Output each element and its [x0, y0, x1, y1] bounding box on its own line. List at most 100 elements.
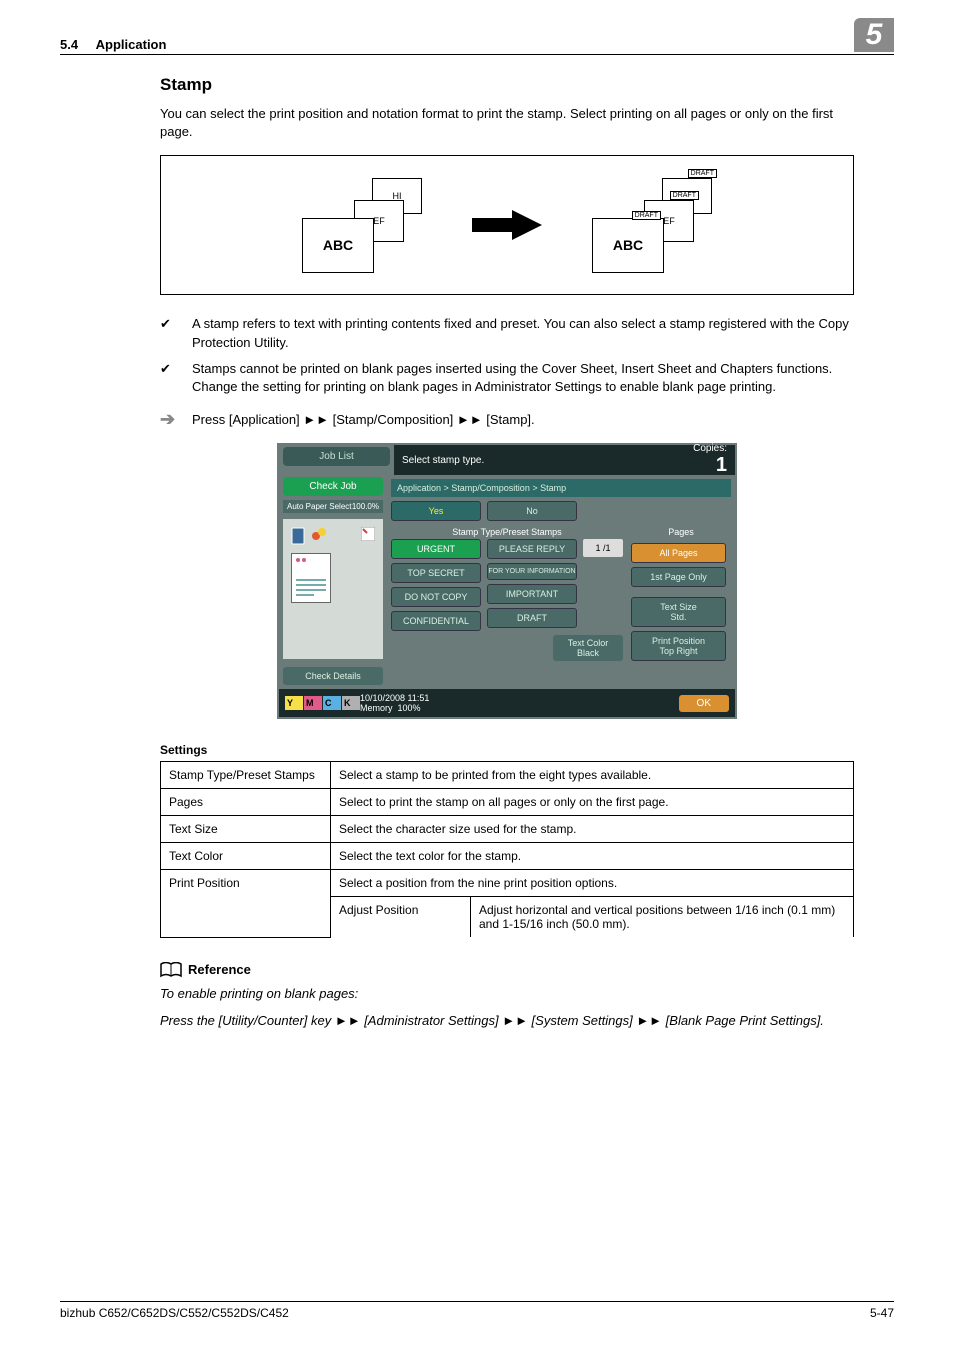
- page-indicator: 1 /1: [583, 539, 623, 557]
- reference-line1: To enable printing on blank pages:: [160, 984, 854, 1004]
- ui-screenshot: Job List Select stamp type. Copies: 1 Ch…: [277, 443, 737, 719]
- setting-key: Stamp Type/Preset Stamps: [161, 762, 331, 789]
- preview-mini: [291, 553, 331, 603]
- topbar-message: Select stamp type.: [402, 455, 484, 466]
- ok-button[interactable]: OK: [679, 695, 729, 712]
- check-icon: ✔: [160, 360, 178, 396]
- original-icon: [291, 527, 305, 545]
- double-arrow-icon: ►►: [457, 412, 483, 427]
- stamp-option[interactable]: DRAFT: [487, 608, 577, 628]
- toner-k: K: [342, 696, 360, 710]
- stamp-option[interactable]: DO NOT COPY: [391, 587, 481, 607]
- first-page-button[interactable]: 1st Page Only: [631, 567, 726, 587]
- footer-page: 5-47: [870, 1306, 894, 1320]
- stamp-option[interactable]: IMPORTANT: [487, 584, 577, 604]
- color-icon: [311, 527, 327, 541]
- section-title: Application: [96, 37, 167, 52]
- stamp-option[interactable]: URGENT: [391, 539, 481, 559]
- sheet-label-mid-2: EF: [663, 216, 675, 226]
- section-heading: 5.4 Application: [60, 37, 166, 52]
- check-job-tab[interactable]: Check Job: [283, 477, 383, 496]
- toner-m: M: [304, 696, 322, 710]
- setting-subkey: Adjust Position: [331, 897, 471, 938]
- section-number: 5.4: [60, 37, 78, 52]
- bullet-list: ✔ A stamp refers to text with printing c…: [160, 315, 854, 396]
- staple-icon: [361, 527, 375, 541]
- page-footer: bizhub C652/C652DS/C552/C552DS/C452 5-47: [60, 1301, 894, 1320]
- bullet-item: ✔ Stamps cannot be printed on blank page…: [160, 360, 854, 396]
- sheet-label-main: ABC: [323, 237, 353, 253]
- no-button[interactable]: No: [487, 501, 577, 521]
- toner-y: Y: [285, 696, 303, 710]
- toner-c: C: [323, 696, 341, 710]
- double-arrow-icon: ►►: [303, 412, 329, 427]
- job-list-tab[interactable]: Job List: [283, 447, 390, 466]
- setting-key: Pages: [161, 789, 331, 816]
- stamp-option[interactable]: PLEASE REPLY: [487, 539, 577, 559]
- table-row: Text Size Select the character size used…: [161, 816, 854, 843]
- stamp-option[interactable]: CONFIDENTIAL: [391, 611, 481, 631]
- ymck-indicator: Y M C K: [285, 696, 360, 710]
- left-column: Check Job Auto Paper Select 100.0%: [279, 475, 387, 689]
- stamp-option[interactable]: FOR YOUR INFORMATION: [487, 563, 577, 580]
- check-icon: ✔: [160, 315, 178, 351]
- setting-value: Select the text color for the stamp.: [331, 843, 854, 870]
- setting-subvalue: Adjust horizontal and vertical positions…: [471, 897, 854, 938]
- setting-key: Text Size: [161, 816, 331, 843]
- all-pages-button[interactable]: All Pages: [631, 543, 726, 563]
- topbar: Select stamp type. Copies: 1: [394, 445, 735, 475]
- sheet-label-mid: EF: [373, 216, 385, 226]
- yes-button[interactable]: Yes: [391, 501, 481, 521]
- auto-paper-indicator: Auto Paper Select 100.0%: [283, 500, 383, 513]
- table-row: Print Position Select a position from th…: [161, 870, 854, 897]
- sheet-label-main-2: ABC: [613, 237, 643, 253]
- setting-value: Select a position from the nine print po…: [331, 870, 854, 897]
- table-row: Stamp Type/Preset Stamps Select a stamp …: [161, 762, 854, 789]
- settings-heading: Settings: [160, 743, 854, 757]
- setting-key: Print Position: [161, 870, 331, 938]
- reference-header: Reference: [160, 962, 854, 978]
- instruction-row: ➔ Press [Application] ►► [Stamp/Composit…: [160, 412, 854, 427]
- table-row: Text Color Select the text color for the…: [161, 843, 854, 870]
- double-arrow-icon: ►►: [502, 1013, 528, 1028]
- table-row: Pages Select to print the stamp on all p…: [161, 789, 854, 816]
- draft-tag-1: DRAFT: [688, 169, 717, 178]
- print-position-button[interactable]: Print Position Top Right: [631, 631, 726, 661]
- pages-heading: Pages: [631, 525, 731, 539]
- draft-tag-3: DRAFT: [632, 211, 661, 220]
- setting-value: Select a stamp to be printed from the ei…: [331, 762, 854, 789]
- content-area: Stamp You can select the print position …: [60, 55, 894, 1031]
- book-icon: [160, 962, 182, 978]
- double-arrow-icon: ►►: [335, 1013, 361, 1028]
- diagram-box: HI EF ABC HI DRAFT EF DRAFT ABC DRAFT: [160, 155, 854, 295]
- datetime-memory: 10/10/2008 11:51 Memory 100%: [360, 693, 429, 713]
- bottom-bar: Y M C K 10/10/2008 11:51 Memory 100% OK: [279, 689, 735, 717]
- settings-table: Stamp Type/Preset Stamps Select a stamp …: [160, 761, 854, 938]
- reference-label: Reference: [188, 962, 251, 977]
- stamp-option[interactable]: TOP SECRET: [391, 563, 481, 583]
- breadcrumb: Application > Stamp/Composition > Stamp: [391, 479, 731, 497]
- bullet-text: A stamp refers to text with printing con…: [192, 315, 854, 351]
- instruction-text: Press [Application] ►► [Stamp/Compositio…: [192, 412, 535, 427]
- page-title: Stamp: [160, 75, 854, 95]
- setting-key: Text Color: [161, 843, 331, 870]
- chapter-number-box: 5: [854, 18, 894, 52]
- copies-display: Copies: 1: [693, 443, 727, 477]
- category-label: Stamp Type/Preset Stamps: [391, 525, 623, 539]
- check-details-button[interactable]: Check Details: [283, 667, 383, 685]
- go-arrow-icon: ➔: [160, 412, 178, 426]
- reference-line2: Press the [Utility/Counter] key ►► [Admi…: [160, 1011, 854, 1031]
- draft-tag-2: DRAFT: [670, 191, 699, 200]
- preview-panel: [283, 519, 383, 659]
- text-color-box[interactable]: Text Color Black: [553, 635, 623, 661]
- stack-before: HI EF ABC: [302, 178, 422, 273]
- double-arrow-icon: ►►: [636, 1013, 662, 1028]
- page-header: 5.4 Application 5: [60, 0, 894, 52]
- text-size-button[interactable]: Text Size Std.: [631, 597, 726, 627]
- setting-value: Select the character size used for the s…: [331, 816, 854, 843]
- stack-after: HI DRAFT EF DRAFT ABC DRAFT: [592, 178, 712, 273]
- right-panel: Application > Stamp/Composition > Stamp …: [387, 475, 735, 689]
- intro-paragraph: You can select the print position and no…: [160, 105, 854, 141]
- arrow-icon: [472, 210, 542, 240]
- footer-model: bizhub C652/C652DS/C552/C552DS/C452: [60, 1306, 289, 1320]
